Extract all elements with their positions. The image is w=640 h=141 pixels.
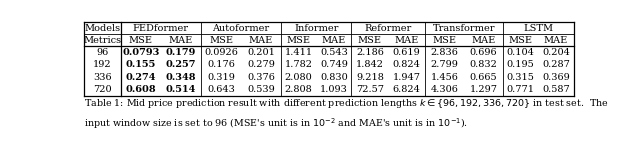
Text: 2.808: 2.808 [285,85,312,94]
Text: 1.411: 1.411 [285,48,313,57]
Text: Metrics: Metrics [83,36,122,45]
Text: 0.319: 0.319 [207,73,235,82]
Text: 0.257: 0.257 [166,60,196,69]
Text: 0.369: 0.369 [542,73,570,82]
Text: 0.619: 0.619 [393,48,420,57]
Text: MSE: MSE [129,36,153,45]
Text: MAE: MAE [249,36,273,45]
Text: 336: 336 [93,73,112,82]
Text: 0.832: 0.832 [470,60,497,69]
Text: 1.947: 1.947 [393,73,420,82]
Text: 1.842: 1.842 [356,60,384,69]
Text: MAE: MAE [395,36,419,45]
Text: 0.176: 0.176 [207,60,235,69]
Text: 0.587: 0.587 [542,85,570,94]
Text: 0.665: 0.665 [470,73,497,82]
Text: 72.57: 72.57 [356,85,384,94]
Text: 6.824: 6.824 [393,85,420,94]
Text: 4.306: 4.306 [431,85,459,94]
Text: 2.080: 2.080 [285,73,312,82]
Text: 0.376: 0.376 [247,73,275,82]
Text: 0.274: 0.274 [125,73,156,82]
Text: 0.643: 0.643 [207,85,235,94]
Text: Table 1: Mid price prediction result with different prediction lengths $k \in \{: Table 1: Mid price prediction result wit… [84,97,609,110]
Text: 0.514: 0.514 [166,85,196,94]
Text: 0.315: 0.315 [507,73,534,82]
Text: 96: 96 [96,48,109,57]
Text: 2.186: 2.186 [356,48,384,57]
Text: 0.0926: 0.0926 [204,48,238,57]
Text: MSE: MSE [509,36,532,45]
Text: 720: 720 [93,85,112,94]
Text: MSE: MSE [287,36,310,45]
Text: 0.749: 0.749 [320,60,348,69]
Text: 0.771: 0.771 [507,85,534,94]
Text: 0.104: 0.104 [507,48,534,57]
Text: MSE: MSE [358,36,382,45]
Text: Informer: Informer [294,24,339,33]
Text: 2.836: 2.836 [431,48,459,57]
Text: MSE: MSE [433,36,456,45]
Text: 192: 192 [93,60,112,69]
Text: input window size is set to 96 (MSE's unit is in $10^{-2}$ and MAE's unit is in : input window size is set to 96 (MSE's un… [84,117,468,131]
Text: 0.696: 0.696 [470,48,497,57]
Text: 1.782: 1.782 [285,60,313,69]
Text: 0.179: 0.179 [166,48,196,57]
Text: 0.195: 0.195 [507,60,534,69]
Text: MSE: MSE [209,36,233,45]
Text: 0.204: 0.204 [542,48,570,57]
Text: 9.218: 9.218 [356,73,384,82]
Text: 0.824: 0.824 [393,60,420,69]
Text: Autoformer: Autoformer [212,24,269,33]
Text: Models: Models [84,24,120,33]
Text: 1.093: 1.093 [320,85,348,94]
Text: 0.201: 0.201 [247,48,275,57]
Text: Reformer: Reformer [365,24,412,33]
Text: 1.456: 1.456 [431,73,459,82]
Text: MAE: MAE [472,36,496,45]
Text: MAE: MAE [322,36,346,45]
Text: FEDformer: FEDformer [133,24,189,33]
Text: LSTM: LSTM [524,24,554,33]
Text: 0.287: 0.287 [542,60,570,69]
Text: 1.297: 1.297 [470,85,498,94]
Text: Transformer: Transformer [433,24,495,33]
Text: 0.539: 0.539 [247,85,275,94]
Text: 0.830: 0.830 [320,73,348,82]
Text: 0.279: 0.279 [247,60,275,69]
Text: 0.608: 0.608 [125,85,156,94]
Text: 0.155: 0.155 [125,60,156,69]
Text: 2.799: 2.799 [431,60,459,69]
Text: MAE: MAE [169,36,193,45]
Text: 0.543: 0.543 [320,48,348,57]
Text: MAE: MAE [544,36,568,45]
Text: 0.0793: 0.0793 [122,48,159,57]
Text: 0.348: 0.348 [166,73,196,82]
